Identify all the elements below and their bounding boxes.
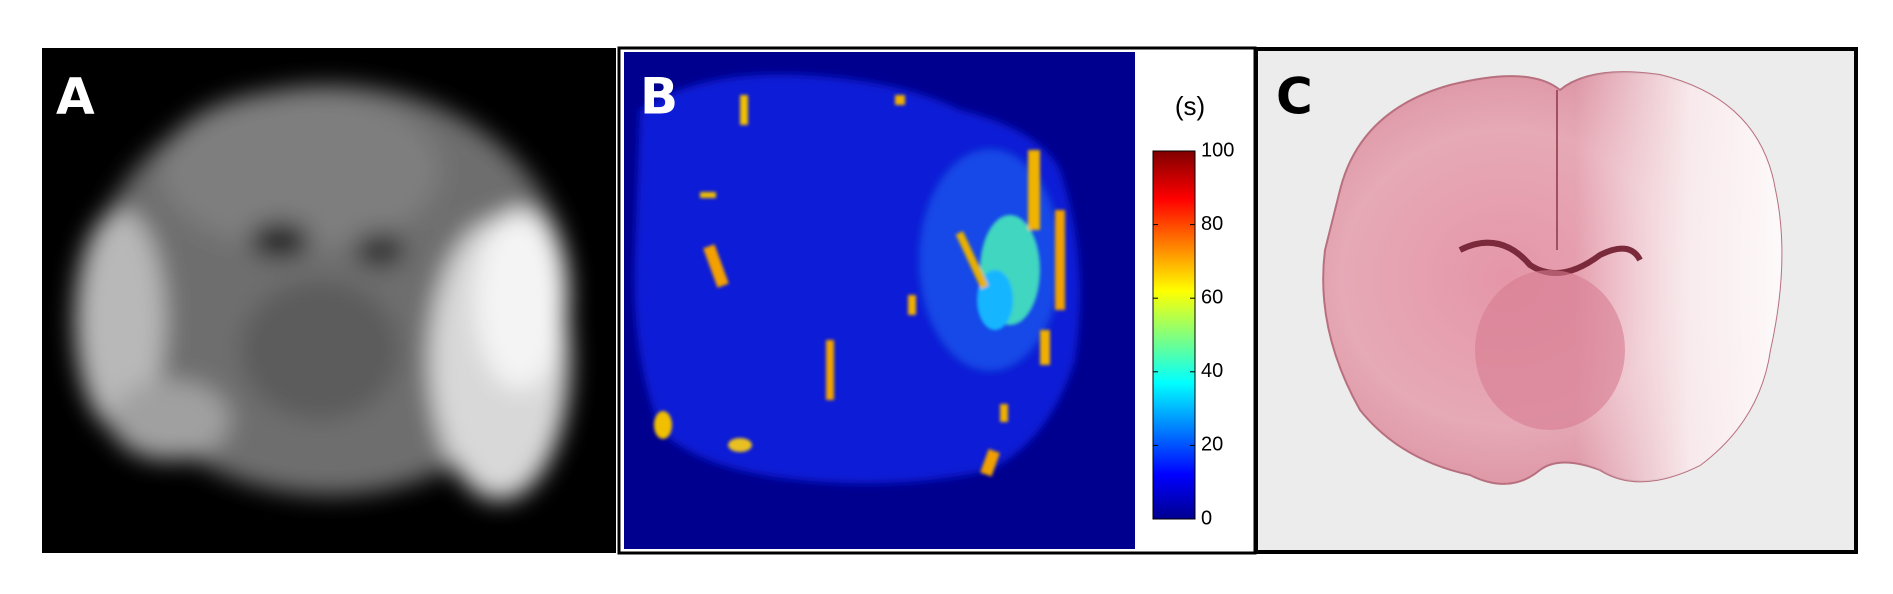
colorbar-tick-label: 80: [1201, 213, 1223, 235]
perfusion-map: [634, 74, 1080, 484]
colorbar-tick-label: 20: [1201, 434, 1223, 456]
colorbar-tick-label: 60: [1201, 286, 1223, 308]
panel-label: A: [56, 68, 95, 126]
colorbar: [1152, 150, 1196, 520]
colorbar-tick-label: 40: [1201, 360, 1223, 382]
colorbar-ticks: 0 20 40 60 80 100: [1153, 139, 1234, 529]
panel-label: C: [1276, 68, 1313, 126]
colorbar-tick-label: 100: [1201, 139, 1234, 161]
colorbar-tick-label: 0: [1201, 507, 1212, 529]
panel-a: A: [42, 48, 616, 553]
panel-label: B: [640, 68, 678, 126]
mri-image: [75, 85, 570, 500]
colorbar-unit: (s): [1175, 91, 1205, 121]
brain-slice: [1322, 71, 1783, 485]
panel-b: (s) 0 20 40 60 80 100 B: [617, 46, 1257, 555]
panel-c: C: [1254, 47, 1858, 554]
